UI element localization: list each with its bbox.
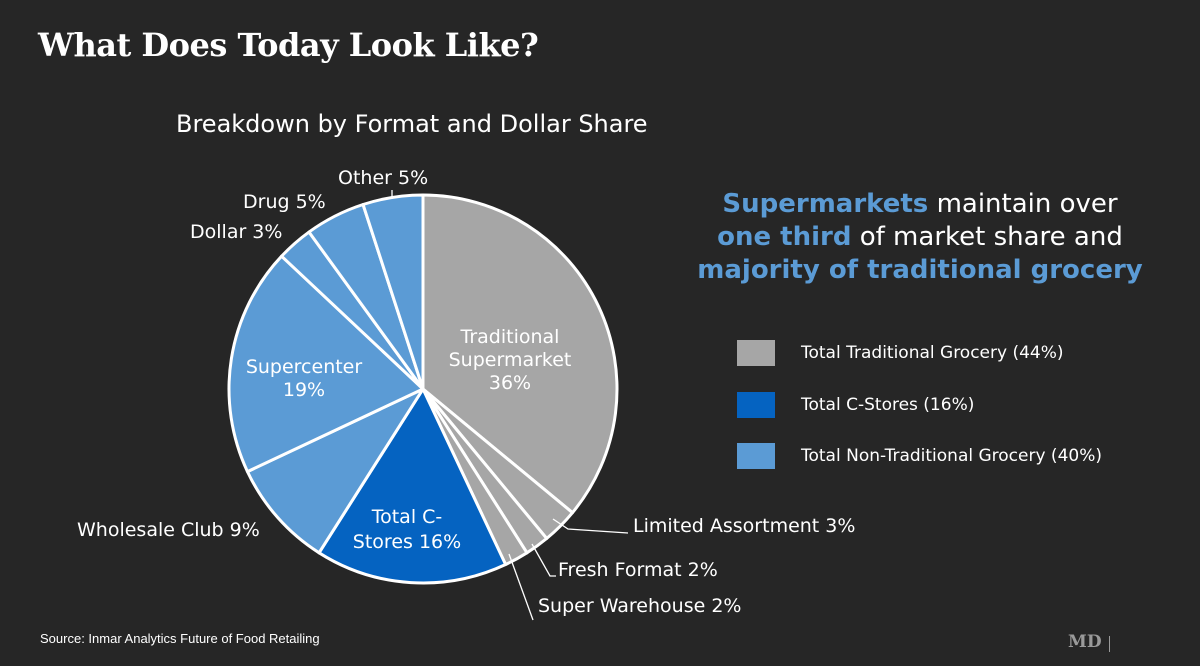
- chart-title: Breakdown by Format and Dollar Share: [176, 110, 648, 138]
- leader-line: [531, 543, 556, 577]
- pie-slice: [245, 387, 425, 555]
- legend-label: Total Non-Traditional Grocery (40%): [801, 446, 1102, 466]
- pie-leader-lines: [391, 190, 629, 621]
- pie-slice: [361, 193, 425, 391]
- slice-label: Limited Assortment 3%: [633, 515, 855, 537]
- slice-label: Drug 5%: [243, 191, 326, 213]
- legend-swatch-gray: [737, 340, 775, 366]
- callout-line-2: one third of market share and: [660, 221, 1180, 254]
- legend-swatch-dark-blue: [737, 392, 775, 418]
- callout-text: Supermarkets maintain over one third of …: [660, 188, 1180, 287]
- callout-line-1: Supermarkets maintain over: [660, 188, 1180, 221]
- legend-label: Total Traditional Grocery (44%): [801, 343, 1064, 363]
- callout-highlight-one-third: one third: [717, 222, 852, 252]
- legend-item-non-traditional-grocery: Total Non-Traditional Grocery (40%): [737, 443, 1177, 469]
- pie-labels: Traditional Supermarket 36% Limited Assortm…: [77, 167, 855, 617]
- pie-slice: [421, 193, 619, 515]
- slice-label: Total C-Stores 16%: [353, 506, 461, 553]
- slice-label: Supercenter 19%: [246, 356, 363, 401]
- callout-highlight-supermarkets: Supermarkets: [722, 189, 929, 219]
- slice-label: Wholesale Club 9%: [77, 519, 260, 541]
- slice-label: Dollar 3%: [190, 221, 282, 243]
- leader-line: [508, 553, 534, 621]
- pie-slice: [317, 387, 508, 585]
- legend-swatch-light-blue: [737, 443, 775, 469]
- slice-label: Super Warehouse 2%: [538, 595, 741, 617]
- pie-slices: [227, 193, 619, 585]
- legend-item-traditional-grocery: Total Traditional Grocery (44%): [737, 340, 1177, 366]
- callout-highlight-majority: majority of traditional grocery: [697, 255, 1143, 285]
- legend-label: Total C-Stores (16%): [801, 395, 975, 415]
- callout-text-1: maintain over: [936, 189, 1118, 219]
- slice-label: Fresh Format 2%: [558, 559, 718, 581]
- logo-divider: [1109, 636, 1110, 652]
- slide-title: What Does Today Look Like?: [38, 26, 539, 64]
- callout-text-2: of market share and: [859, 222, 1123, 252]
- legend-item-c-stores: Total C-Stores (16%): [737, 392, 1177, 418]
- leader-line: [552, 518, 629, 534]
- pie-slice: [227, 254, 425, 474]
- slice-label: Traditional Supermarket 36%: [449, 326, 572, 394]
- callout-line-3: majority of traditional grocery: [660, 254, 1180, 287]
- source-note: Source: Inmar Analytics Future of Food R…: [40, 631, 320, 646]
- md-logo: MD: [1068, 632, 1102, 652]
- slice-label: Other 5%: [338, 167, 428, 189]
